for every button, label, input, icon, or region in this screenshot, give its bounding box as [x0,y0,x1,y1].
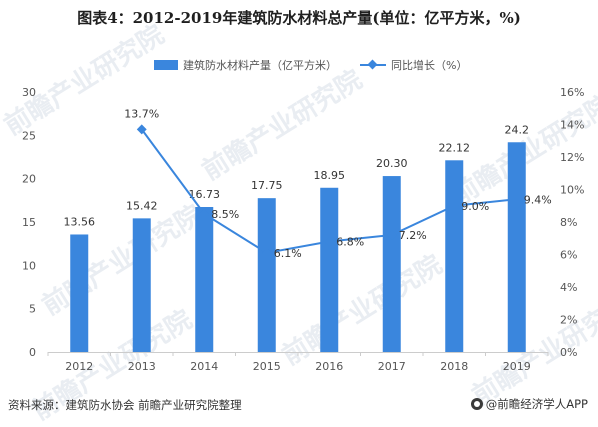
growth-value-label: 9.4% [524,193,552,206]
growth-point [449,200,460,211]
legend-line-swatch [360,59,386,70]
growth-point [199,208,210,219]
right-axis-tick-label: 10% [560,184,584,197]
x-axis-tick-label: 2014 [190,360,218,373]
left-axis-tick-label: 20 [22,173,36,186]
x-axis-tick-label: 2019 [503,360,531,373]
bar [132,218,151,352]
right-axis-tick-label: 4% [560,281,577,294]
x-axis-tick-label: 2017 [378,360,406,373]
source-note: 资料来源：建筑防水协会 前瞻产业研究院整理 [8,398,242,412]
bar-value-label: 22.12 [439,141,471,154]
x-axis-tick-label: 2018 [440,360,468,373]
bar-value-label: 16.73 [189,188,221,201]
growth-value-label: 7.2% [399,229,427,242]
bar-value-label: 20.30 [376,157,408,170]
right-axis-tick-label: 6% [560,249,577,262]
bar-value-label: 24.2 [505,123,530,136]
right-axis-tick-label: 14% [560,119,584,132]
x-axis-tick-label: 2015 [253,360,281,373]
right-axis-tick-label: 8% [560,216,577,229]
bar [257,198,276,352]
growth-point [511,194,522,205]
left-axis-tick-label: 25 [22,129,36,142]
chart-legend: 建筑防水材料产量（亿平方米） 同比增长（%） [0,56,598,74]
left-axis-tick-label: 15 [22,216,36,229]
growth-point [324,236,335,247]
bar-value-label: 13.56 [64,215,96,228]
bar [507,142,526,352]
left-axis-tick-label: 5 [29,303,36,316]
growth-value-label: 8.5% [211,208,239,221]
x-axis-tick-label: 2016 [315,360,343,373]
right-axis-tick-label: 2% [560,314,577,327]
x-axis-tick-label: 2012 [65,360,93,373]
brand-credit: @前瞻经济学人APP [470,396,588,412]
growth-point [386,230,397,240]
bar-value-label: 17.75 [251,179,283,192]
left-axis-tick-label: 10 [22,259,36,272]
left-axis-tick-label: 0 [29,346,36,359]
legend-label-line: 同比增长（%） [391,59,468,72]
bar [195,207,214,352]
right-axis-tick-label: 16% [560,86,584,99]
growth-point [136,124,147,135]
legend-bar-swatch [154,60,178,70]
growth-value-label: 13.7% [124,107,159,120]
bar [445,160,464,352]
bar [320,187,339,352]
chart-title: 图表4：2012-2019年建筑防水材料总产量(单位：亿平方米，%) [77,9,521,27]
growth-value-label: 6.8% [336,236,364,249]
legend-item-line: 同比增长（%） [360,56,467,74]
right-axis-tick-label: 0% [560,346,577,359]
brand-label: @前瞻经济学人APP [485,397,588,411]
x-axis-tick-label: 2013 [128,360,156,373]
legend-item-bar: 建筑防水材料产量（亿平方米） [154,56,337,74]
growth-value-label: 9.0% [461,200,489,213]
left-axis-tick-label: 30 [22,86,36,99]
growth-point [261,247,272,258]
legend-label-bar: 建筑防水材料产量（亿平方米） [183,59,337,72]
brand-logo-icon [470,398,483,410]
bar-value-label: 18.95 [314,169,346,182]
bar-value-label: 15.42 [126,199,158,212]
bar [382,176,401,352]
bar [70,234,89,352]
growth-value-label: 6.1% [274,247,302,260]
right-axis-tick-label: 12% [560,151,584,164]
